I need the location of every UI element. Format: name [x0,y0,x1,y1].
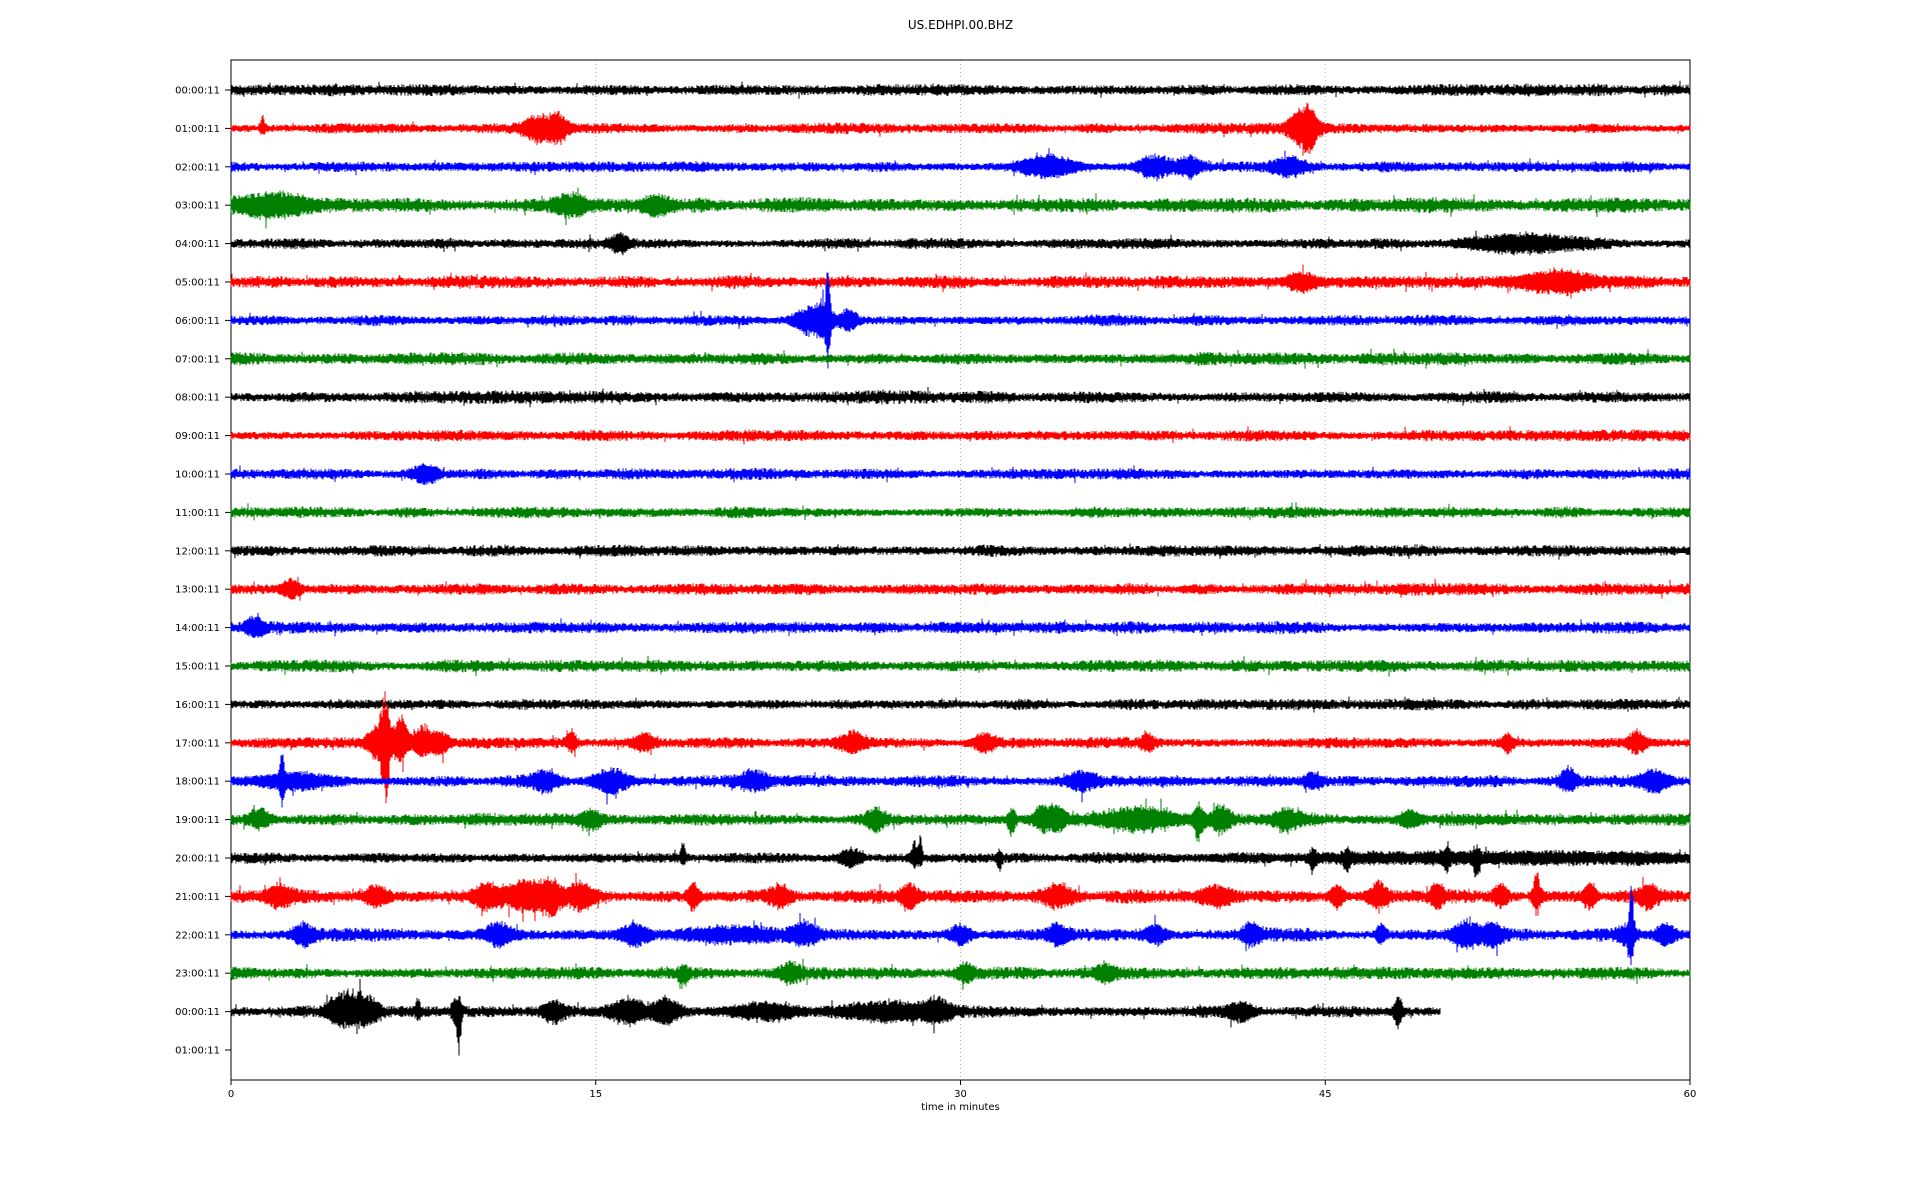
y-tick-label: 02:00:11 [175,162,220,173]
y-tick-label: 21:00:11 [175,892,220,903]
y-tick-label: 00:00:11 [175,86,220,97]
waveform-row-17 [230,691,1691,804]
waveform-row-19 [230,798,1691,843]
waveform-row-5 [230,264,1691,299]
waveform-row-20 [230,835,1691,878]
x-tick-label: 30 [954,1089,967,1100]
y-tick-label: 16:00:11 [175,700,220,711]
y-tick-label: 12:00:11 [175,546,220,557]
y-tick-label: 07:00:11 [175,354,220,365]
y-tick-label: 01:00:11 [175,124,220,135]
x-tick-label: 45 [1319,1089,1332,1100]
waveform-row-9 [230,426,1691,445]
waveform-row-11 [230,502,1691,521]
x-tick-label: 15 [589,1089,602,1100]
waveform-row-7 [230,348,1691,369]
waveform-row-13 [230,576,1691,601]
waveform-row-4 [230,230,1691,256]
waveform-row-8 [230,387,1691,408]
waveform-row-23 [230,958,1691,990]
waveform-row-21 [230,872,1691,922]
waveform-row-18 [230,754,1691,808]
y-tick-label: 01:00:11 [175,1046,220,1057]
x-tick-label: 60 [1684,1089,1697,1100]
y-tick-label: 11:00:11 [175,508,220,519]
waveform-row-12 [230,543,1691,560]
waveform-row-16 [230,696,1691,713]
y-tick-label: 15:00:11 [175,662,220,673]
y-tick-label: 09:00:11 [175,431,220,442]
y-tick-label: 05:00:11 [175,278,220,289]
y-tick-label: 20:00:11 [175,854,220,865]
y-tick-label: 08:00:11 [175,393,220,404]
y-tick-label: 22:00:11 [175,930,220,941]
y-tick-label: 00:00:11 [175,1007,220,1018]
chart-title: US.EDHPI.00.BHZ [907,18,1014,32]
x-axis-label: time in minutes [921,1102,1000,1113]
waveform-row-14 [230,612,1691,639]
y-tick-label: 14:00:11 [175,623,220,634]
y-tick-label: 17:00:11 [175,738,220,749]
y-tick-label: 23:00:11 [175,969,220,980]
y-tick-label: 10:00:11 [175,470,220,481]
y-tick-label: 06:00:11 [175,316,220,327]
waveform-row-3 [230,187,1691,229]
waveform-row-15 [230,655,1691,677]
waveform-row-6 [230,272,1691,369]
waveform-row-1 [230,102,1691,156]
y-tick-label: 03:00:11 [175,201,220,212]
y-tick-label: 04:00:11 [175,239,220,250]
x-tick-label: 0 [228,1089,234,1100]
y-tick-label: 18:00:11 [175,777,220,788]
waveform-row-10 [230,462,1691,486]
y-tick-label: 13:00:11 [175,585,220,596]
waveform-row-0 [230,80,1691,99]
waveform-row-24 [230,979,1441,1056]
y-tick-label: 19:00:11 [175,815,220,826]
waveform-row-22 [230,885,1691,966]
waveform-row-2 [230,148,1691,182]
